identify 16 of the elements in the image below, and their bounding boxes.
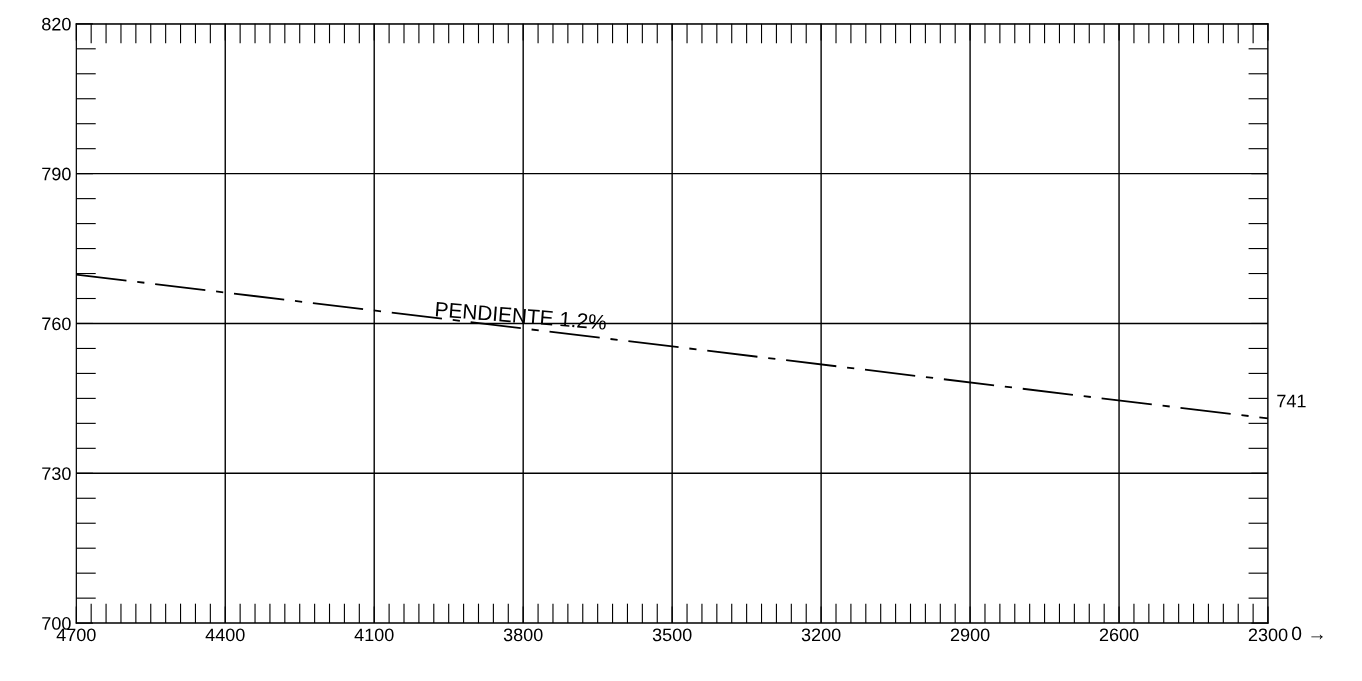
x-tick-label: 2600	[1099, 628, 1139, 642]
x-tick-label: 2300	[1248, 628, 1288, 642]
y-tick-label: 760	[42, 317, 71, 331]
x-tick-label: 4700	[56, 628, 96, 642]
x-tick-label: 3800	[503, 628, 543, 642]
annotation: 741	[1277, 394, 1306, 408]
x-tick-label: 2900	[950, 628, 990, 642]
y-tick-label: 820	[42, 17, 71, 31]
x-tick-label: 4400	[205, 628, 245, 642]
x-tick-label: 3500	[652, 628, 692, 642]
x-tick-label: 4100	[354, 628, 394, 642]
y-tick-label: 730	[42, 467, 71, 481]
y-tick-label: 700	[42, 617, 71, 630]
y-tick-label: 790	[42, 167, 71, 181]
x-tick-label: 3200	[801, 628, 841, 642]
text: 0 →	[1291, 626, 1323, 641]
